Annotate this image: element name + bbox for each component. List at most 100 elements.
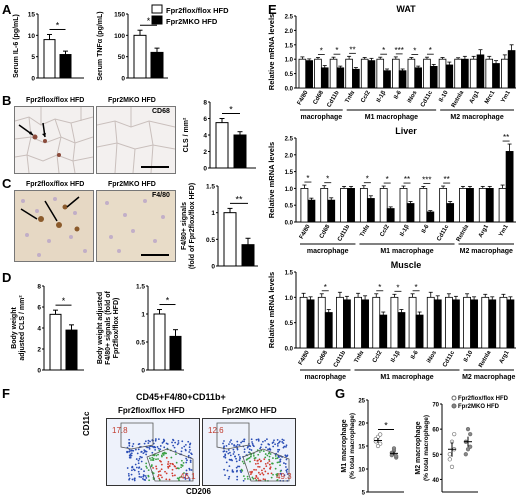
event-dot [236,443,239,446]
flow-plot-mko [202,418,296,486]
flow-plot-floxflox [106,418,200,486]
x-tick-label: Il-10 [463,349,475,363]
event-dot [159,445,162,447]
y-tick-label: 0.5 [285,72,294,78]
x-tick-label: Arg1 [469,89,481,104]
x-tick-label: Il-1β [399,224,411,238]
event-dot [152,467,154,469]
event-dot [143,470,145,473]
legend-swatch-floxflox [151,4,163,14]
event-dot [152,472,155,475]
event-dot [165,472,168,475]
legend-label-mko: Fpr2MKO HFD [166,17,218,26]
x-tick-label: iNos [407,89,419,104]
event-dot [266,454,269,457]
x-tick-label: Ym1 [498,223,510,238]
bar-floxflox [379,188,388,223]
event-dot [128,454,131,457]
event-dot [222,442,224,445]
event-dot [157,470,160,473]
event-dot [133,478,136,480]
event-dot [276,444,279,447]
event-dot [243,440,245,443]
y-tick-label: 10 [358,468,365,474]
event-dot [167,460,170,463]
event-dot [164,470,166,473]
flow-left-title: Fpr2flox/flox HFD [118,406,185,415]
event-dot [143,474,145,477]
legend-swatch-mko [151,15,163,25]
bar-floxflox [49,313,62,371]
event-dot [249,445,252,448]
event-dot [282,442,285,444]
event-dot [167,463,169,465]
y-tick-label: 60 [432,428,439,434]
event-dot [171,462,174,465]
event-dot [279,470,282,473]
bar-mko [361,299,369,349]
event-dot [130,473,133,476]
event-dot [150,465,153,468]
event-dot [267,443,270,445]
event-dot [229,454,232,457]
x-tick-label: Retnla [456,223,471,242]
x-tick-label: Cd11c [420,89,434,108]
y-tick-label: 4 [203,133,207,140]
event-dot [163,446,166,449]
event-dot [144,440,147,443]
event-dot [233,451,236,453]
bar-floxflox [43,39,56,79]
event-dot [126,467,129,469]
event-dot [156,446,159,448]
micrograph-c-floxflox [14,190,94,262]
y-tick-label: 1.0 [285,296,294,302]
bar-mko [379,314,388,349]
event-dot [175,467,178,470]
significance-mark: * [324,283,327,292]
event-dot [267,452,270,455]
event-dot [128,448,131,451]
event-dot [276,457,279,459]
event-dot [224,456,227,459]
event-dot [185,469,188,472]
event-dot [130,469,133,472]
chart-cls: 0 2 4 6 8 * CLS / mm² [183,100,256,172]
y-tick-label: 50 [118,54,126,61]
gate-m1 [216,422,250,450]
y-tick-label: 20 [358,422,365,428]
event-dot [250,438,253,441]
chart-serum-tnfa: 0 50 100 150 * Serum TNFα (pg/mL) [97,11,168,82]
event-dot [175,453,177,456]
bar-floxflox [459,188,467,223]
event-dot [286,454,289,457]
event-dot [159,448,162,451]
y-tick-label: 1 [141,312,145,319]
significance-mark: * [320,46,323,55]
data-point [468,444,473,449]
event-dot [180,450,183,453]
x-tick-label: Ccl2 [372,349,384,364]
chart-e-liver: Liver 0.0 0.5 1.0 1.5 2.0 2.5 * F4/80 * Cd68 Cd11b *… [267,126,516,255]
event-dot [147,469,150,472]
event-dot [128,442,130,444]
event-dot [175,461,178,464]
event-dot [142,452,145,455]
legend-label-mko: Fpr2MKO HFD [458,404,500,410]
event-dot [238,456,241,458]
event-dot [253,459,256,462]
bar-floxflox [439,188,448,223]
bar-mko [343,299,351,349]
event-dot [257,439,260,442]
bar-floxflox [390,296,399,349]
event-dot [262,440,264,443]
flow-right-lower-value: 49.3 [276,472,292,481]
bar-mko [506,299,515,349]
bar-floxflox [354,296,362,349]
y-axis-label: adjusted CLS / mm² [19,295,26,361]
event-dot [145,462,148,465]
event-dot [136,452,139,455]
event-dot [239,469,242,472]
event-dot [224,454,227,457]
event-dot [143,442,146,445]
